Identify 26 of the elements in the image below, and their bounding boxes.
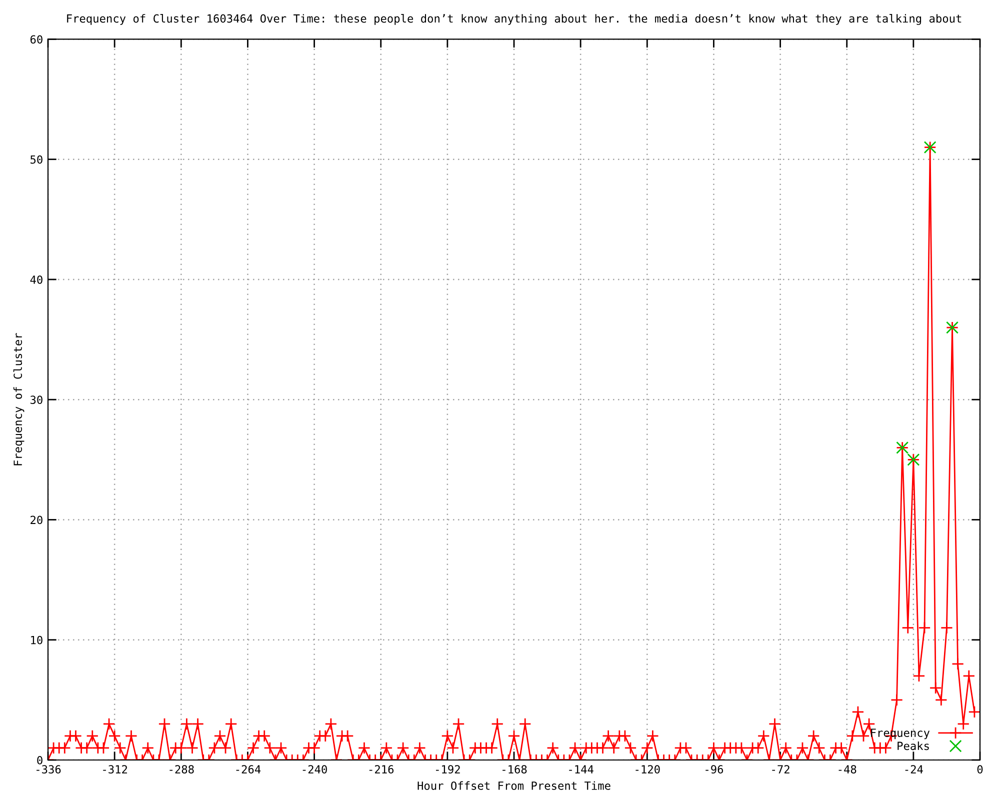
x-tick-label: 0 (977, 765, 983, 774)
x-tick-label: -144 (569, 765, 594, 774)
y-tick-label: 20 (30, 516, 42, 524)
x-tick-label: -288 (170, 765, 194, 774)
x-tick-label: -336 (36, 765, 61, 774)
x-tick-label: -240 (302, 765, 327, 774)
x-tick-label: -312 (103, 765, 128, 774)
y-tick-label: 60 (30, 35, 42, 44)
y-axis-title: Frequency of Cluster (13, 333, 24, 466)
y-tick-label: 50 (30, 155, 42, 164)
legend-label: Peaks (898, 741, 929, 750)
chart-title: Frequency of Cluster 1603464 Over Time: these people don’t know anything about her. the media doesn’t know what they are talking about (67, 14, 962, 25)
x-tick-label: -264 (236, 765, 261, 774)
y-tick-label: 30 (30, 396, 42, 404)
x-tick-label: -96 (706, 765, 724, 774)
x-axis-title: Hour Offset From Present Time (418, 781, 610, 790)
x-tick-label: -168 (502, 765, 527, 774)
y-tick-label: 0 (37, 756, 42, 764)
x-tick-label: -216 (369, 765, 394, 774)
y-tick-label: 40 (30, 275, 42, 284)
x-tick-label: -72 (772, 765, 790, 774)
x-tick-label: -48 (838, 765, 856, 774)
x-tick-label: -192 (436, 765, 460, 774)
x-tick-label: -120 (636, 765, 660, 774)
y-tick-label: 10 (31, 636, 42, 644)
x-tick-label: -24 (905, 765, 923, 774)
